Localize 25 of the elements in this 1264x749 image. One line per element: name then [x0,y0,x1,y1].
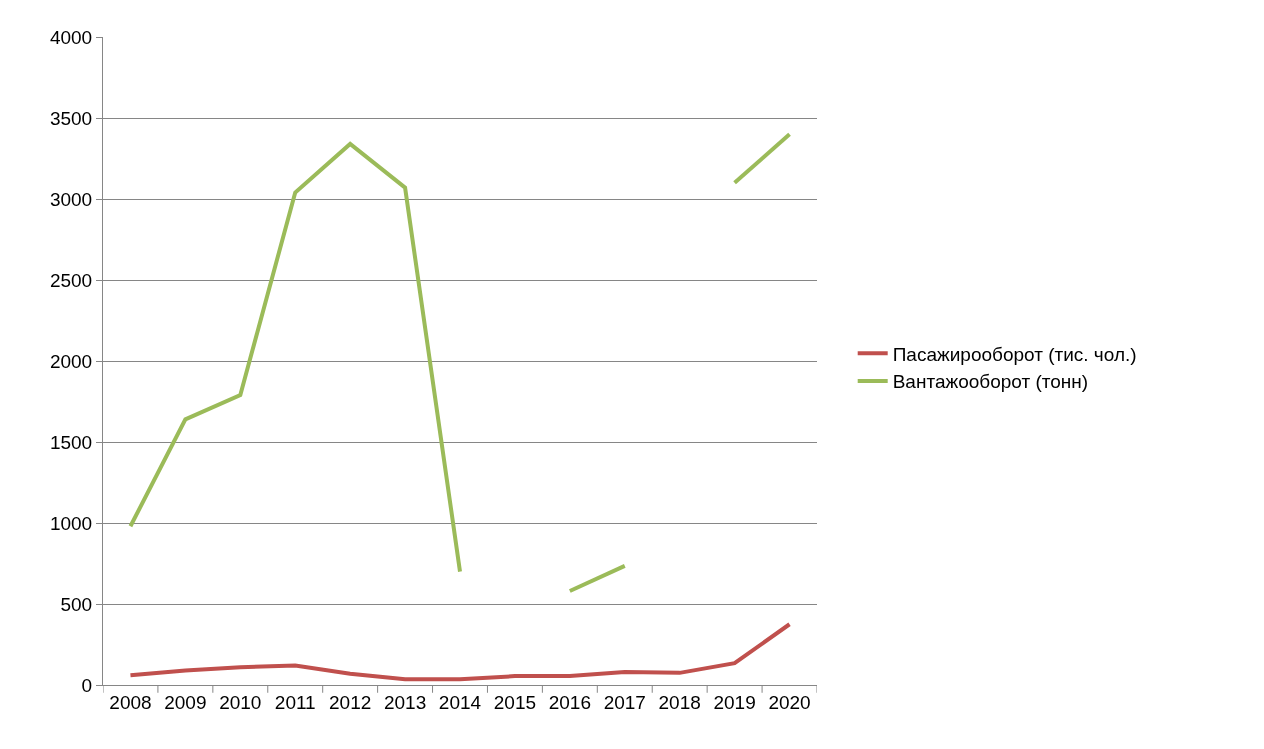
x-tick-label: 2012 [329,691,372,713]
y-tick-label: 3000 [49,188,93,210]
x-tick-label: 2008 [109,691,152,713]
y-tick-label: 2000 [49,350,93,372]
x-tick-label: 2015 [493,691,537,713]
y-tick-label: 0 [81,674,93,696]
x-tick-label: 2018 [658,691,701,713]
y-tick-label: 2500 [49,269,93,291]
x-tick-label: 2009 [164,691,207,713]
y-tick-label: 1000 [49,512,93,534]
y-tick-label: 3500 [49,107,93,129]
x-tick-label: 2019 [713,691,756,713]
x-tick-label: 2014 [438,691,482,713]
y-tick-label: 1500 [49,431,93,453]
x-tick-label: 2010 [219,691,262,713]
x-tick-label: 2017 [603,691,646,713]
x-tick-label: 2011 [274,691,316,713]
y-tick-label: 500 [60,593,93,615]
legend-label: Вантажооборот (тонн) [892,371,1089,393]
y-tick-label: 4000 [49,26,93,48]
line-series [128,622,792,682]
legend-label: Пасажирооборот (тис. чол.) [892,343,1137,365]
x-tick-label: 2020 [768,691,811,713]
x-tick-label: 2016 [548,691,591,713]
x-tick-label: 2013 [383,691,427,713]
